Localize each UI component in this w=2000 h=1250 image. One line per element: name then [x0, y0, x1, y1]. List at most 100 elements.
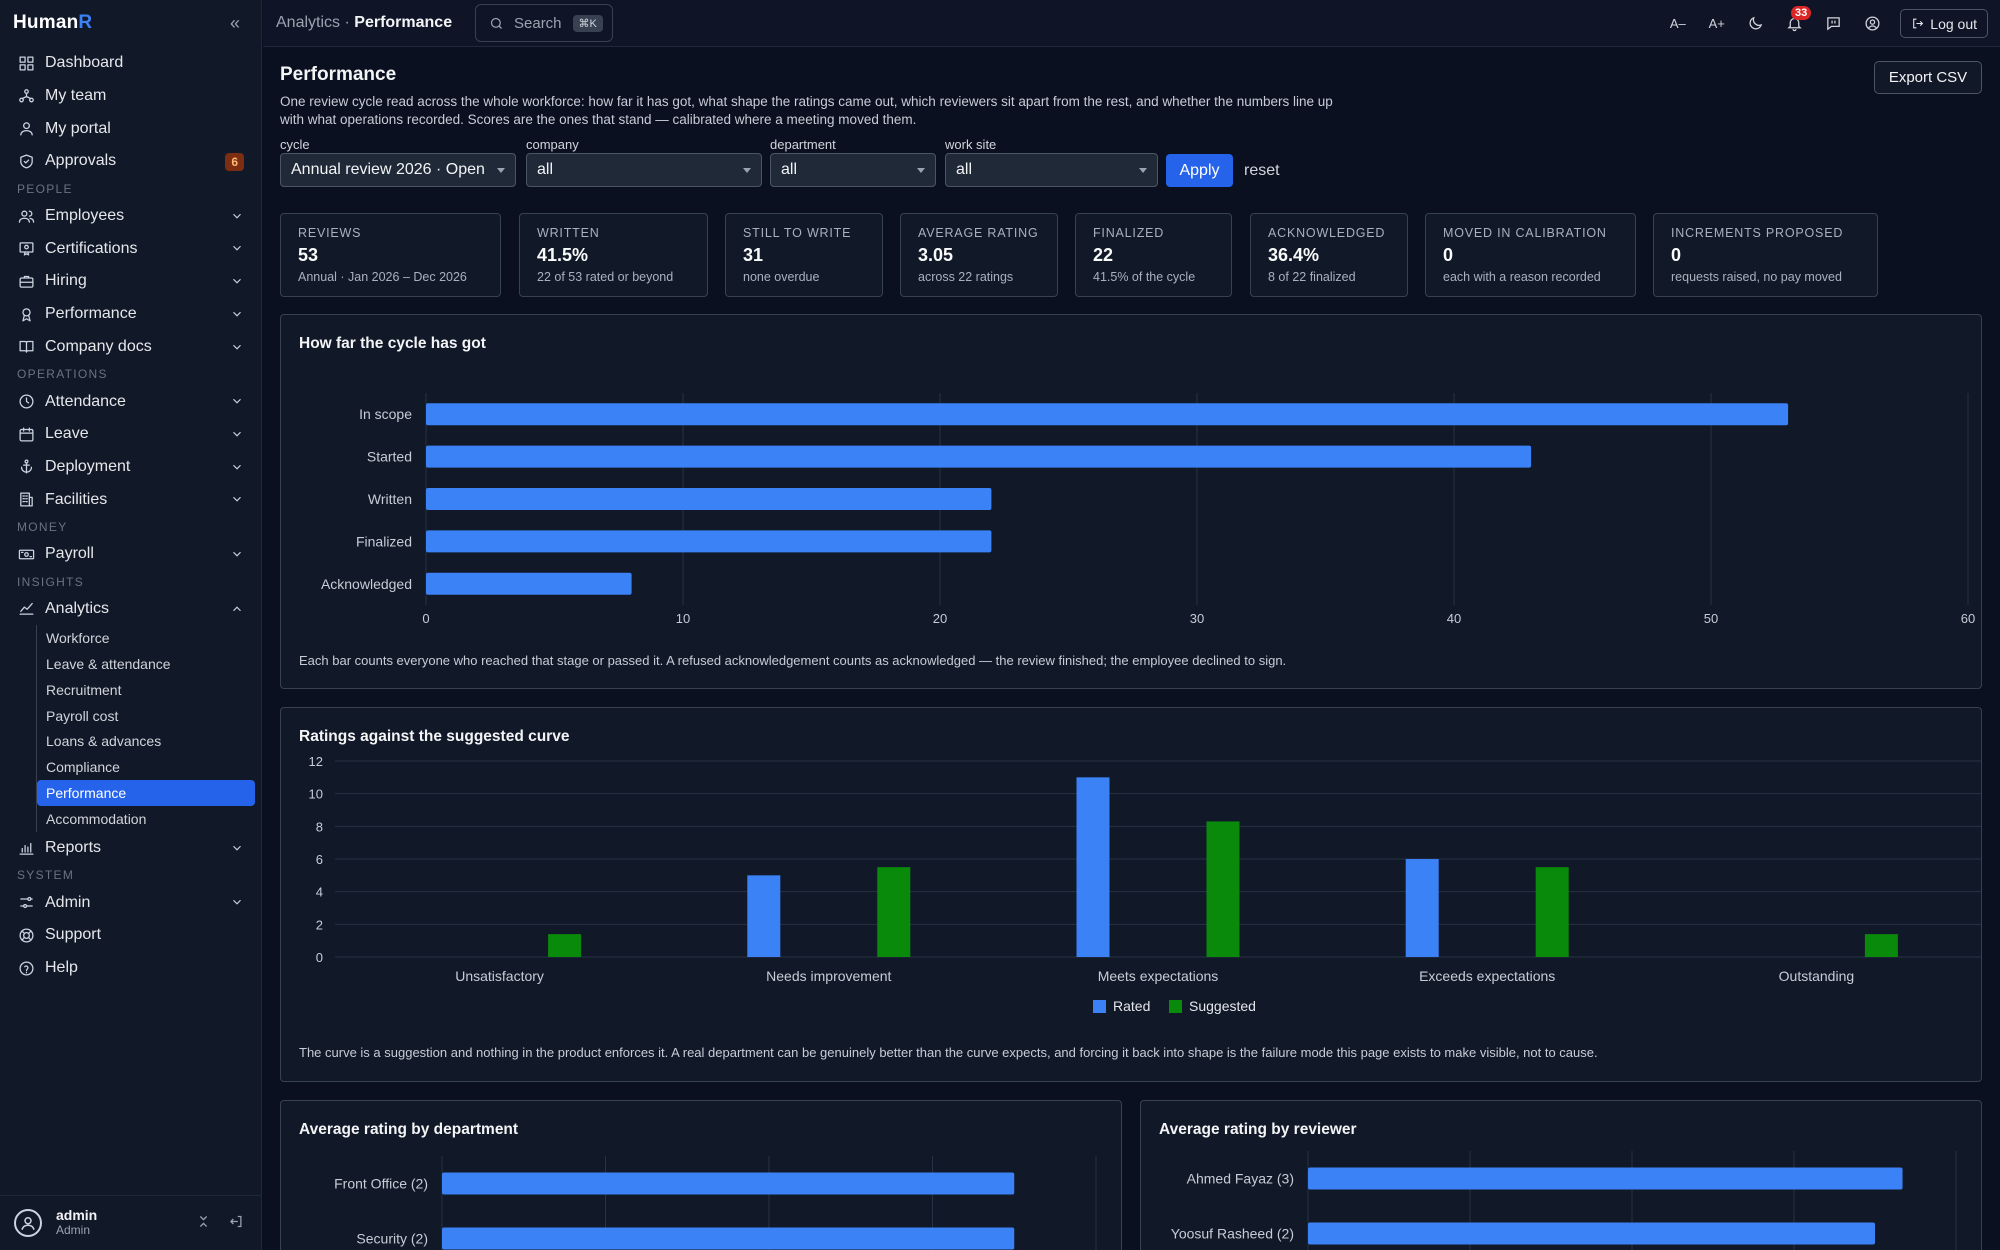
subnav-item-workforce[interactable]: Workforce — [46, 630, 110, 647]
sidebar-item-facilities[interactable]: Facilities — [0, 483, 262, 516]
chevron-down-icon — [230, 547, 244, 561]
collapse-sidebar-icon[interactable]: « — [229, 13, 240, 33]
user-footer: admin Admin — [0, 1195, 262, 1250]
subnav-item-leave-attendance[interactable]: Leave & attendance — [46, 656, 171, 672]
sidebar-item-analytics[interactable]: Analytics — [0, 593, 262, 626]
avatar[interactable] — [14, 1209, 42, 1237]
select-value: all — [956, 161, 973, 178]
breadcrumb: Analytics · Performance — [276, 14, 452, 32]
kpi-value: 22 — [1093, 245, 1114, 265]
sidebar-item-payroll[interactable]: Payroll — [0, 538, 262, 571]
filter-cycle: cycle Annual review 2026 · Open — [280, 137, 516, 187]
chart-note: The curve is a suggestion and nothing in… — [299, 1045, 1598, 1060]
x-tick-label: 0 — [422, 611, 429, 626]
sidebar-item-dashboard[interactable]: Dashboard — [0, 47, 262, 80]
sidebar-item-label: Dashboard — [45, 54, 124, 72]
export-csv-button[interactable]: Export CSV — [1874, 61, 1982, 94]
sidebar-item-deployment[interactable]: Deployment — [0, 451, 262, 484]
caret-down-icon — [743, 168, 751, 173]
bar-suggested — [877, 867, 911, 957]
bar-rated — [1076, 777, 1110, 957]
x-tick-label: 10 — [676, 611, 690, 626]
reviewer-rating-card: Average rating by reviewer Ahmed Fayaz (… — [1140, 1100, 1982, 1250]
kpi-value: 36.4% — [1268, 245, 1320, 265]
cycle-select[interactable]: Annual review 2026 · Open — [280, 153, 516, 187]
section-label-system: SYSTEM — [17, 868, 75, 883]
sidebar-item-my-portal[interactable]: My portal — [0, 112, 262, 145]
logout-label: Log out — [1930, 15, 1977, 32]
kpi-value: 3.05 — [918, 245, 954, 265]
brand-logo[interactable]: HumanR — [13, 12, 93, 33]
subnav-item-loans-advances[interactable]: Loans & advances — [46, 733, 162, 750]
logout-button[interactable]: Log out — [1900, 9, 1988, 38]
bar-suggested — [1535, 867, 1569, 957]
search-icon — [490, 17, 502, 29]
department-select[interactable]: all — [770, 153, 936, 187]
sidebar-item-employees[interactable]: Employees — [0, 200, 262, 233]
cycle-progress-chart: 0 10 20 30 40 50 60 In scope Started Written Final… — [321, 393, 1975, 626]
subnav-item-accommodation[interactable]: Accommodation — [46, 810, 147, 827]
sidebar-item-label: Certifications — [45, 239, 138, 257]
y-tick-label: Acknowledged — [321, 576, 412, 592]
work-site-select[interactable]: all — [945, 153, 1158, 187]
sidebar-item-approvals[interactable]: Approvals 6 — [0, 145, 262, 178]
subnav-item-payroll-cost[interactable]: Payroll cost — [46, 707, 119, 724]
search-input[interactable]: Search ⌘K — [475, 4, 613, 42]
theme-toggle-button[interactable] — [1736, 10, 1775, 38]
kpi-label: ACKNOWLEDGED — [1268, 226, 1386, 240]
user-icon — [17, 120, 35, 138]
chart-title: Average rating by reviewer — [1159, 1121, 1357, 1138]
kpi-label: MOVED IN CALIBRATION — [1443, 226, 1607, 240]
sidebar-item-help[interactable]: Help — [0, 952, 262, 985]
sidebar: HumanR « Dashboard My team My portal App… — [0, 0, 262, 1250]
chevron-down-icon — [230, 209, 244, 223]
legend-swatch — [1093, 1000, 1106, 1013]
sidebar-item-admin[interactable]: Admin — [0, 886, 262, 919]
kpi-card-finalized: FINALIZED 22 41.5% of the cycle — [1075, 213, 1232, 297]
subnav-item-performance[interactable]: Performance — [37, 780, 255, 806]
sidebar-item-my-team[interactable]: My team — [0, 80, 262, 113]
department-rating-card: Average rating by department Front Offic… — [280, 1100, 1122, 1250]
x-tick-label: Meets expectations — [1098, 968, 1219, 984]
user-info: admin Admin — [56, 1208, 97, 1238]
anchor-icon — [17, 458, 35, 476]
sidebar-item-performance[interactable]: Performance — [0, 298, 262, 331]
sidebar-item-support[interactable]: Support — [0, 919, 262, 952]
messages-button[interactable] — [1814, 10, 1853, 38]
x-tick-label: Unsatisfactory — [455, 968, 544, 984]
kpi-value: 53 — [298, 245, 319, 265]
chevron-down-icon — [230, 394, 244, 408]
font-larger-button[interactable]: A+ — [1708, 16, 1725, 31]
subnav-item-recruitment[interactable]: Recruitment — [46, 681, 122, 698]
reset-link[interactable]: reset — [1244, 162, 1280, 179]
chevron-down-icon — [230, 841, 244, 855]
page-title: Performance — [280, 64, 397, 85]
x-tick-label: Exceeds expectations — [1419, 968, 1555, 984]
expand-collapse-icon[interactable] — [196, 1214, 211, 1234]
sidebar-item-company-docs[interactable]: Company docs — [0, 331, 262, 364]
sidebar-item-leave[interactable]: Leave — [0, 418, 262, 451]
chevron-down-icon — [230, 340, 244, 354]
chart-title: Ratings against the suggested curve — [299, 728, 570, 745]
bar — [442, 1172, 1015, 1195]
bar-rated — [747, 875, 781, 957]
kpi-sub: none overdue — [743, 270, 820, 284]
sidebar-item-reports[interactable]: Reports — [0, 832, 262, 865]
apply-button[interactable]: Apply — [1166, 154, 1233, 187]
section-label-money: MONEY — [17, 519, 68, 534]
team-icon — [17, 87, 35, 105]
company-select[interactable]: all — [526, 153, 762, 187]
bar-suggested — [1864, 934, 1898, 957]
font-smaller-button[interactable]: A– — [1669, 16, 1686, 31]
subnav-item-compliance[interactable]: Compliance — [46, 759, 120, 776]
sidebar-item-certifications[interactable]: Certifications — [0, 232, 262, 265]
sidebar-item-label: Deployment — [45, 457, 131, 475]
notifications-button[interactable]: 33 — [1775, 5, 1814, 38]
chevron-down-icon — [230, 492, 244, 506]
sidebar-item-attendance[interactable]: Attendance — [0, 385, 262, 418]
sidebar-item-hiring[interactable]: Hiring — [0, 265, 262, 298]
sign-out-icon[interactable] — [229, 1214, 244, 1234]
profile-button[interactable] — [1853, 10, 1892, 38]
select-value: Annual review 2026 · Open — [291, 161, 485, 178]
breadcrumb-parent[interactable]: Analytics — [276, 14, 341, 31]
